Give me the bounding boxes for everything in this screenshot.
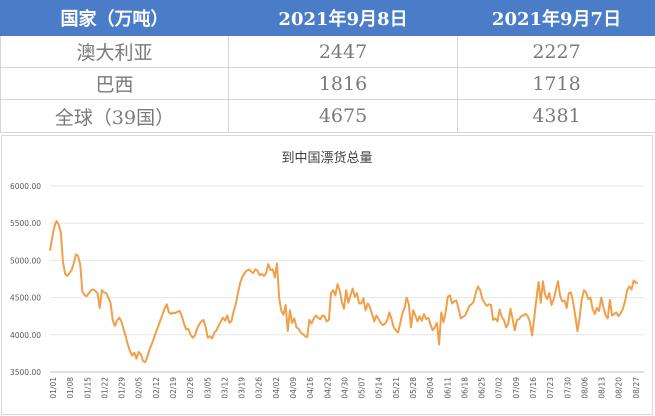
x-tick-label: 01/15 xyxy=(83,377,92,399)
x-tick-label: 06/11 xyxy=(443,377,452,399)
series-line xyxy=(49,219,638,364)
x-tick-label: 06/04 xyxy=(426,377,435,399)
x-tick-label: 03/19 xyxy=(238,377,247,399)
x-tick-label: 05/14 xyxy=(375,377,384,399)
x-tick-label: 07/30 xyxy=(563,377,572,399)
x-tick-label: 06/25 xyxy=(478,377,487,399)
x-tick-label: 07/02 xyxy=(495,377,504,399)
x-tick-label: 08/20 xyxy=(615,377,624,399)
x-tick-label: 08/27 xyxy=(632,377,641,399)
x-tick-label: 01/01 xyxy=(49,377,58,399)
table-row: 巴西 1816 1718 xyxy=(0,67,655,100)
y-tick-label: 4000.00 xyxy=(10,331,41,340)
table-row: 澳大利亚 2447 2227 xyxy=(0,35,655,68)
header-country: 国家（万吨） xyxy=(0,0,229,36)
x-tick-label: 08/13 xyxy=(598,377,607,399)
grid-lines xyxy=(50,185,644,373)
x-tick-label: 01/22 xyxy=(100,377,109,399)
x-tick-label: 04/30 xyxy=(340,377,349,399)
x-tick-label: 07/09 xyxy=(512,377,521,399)
iron-ore-shipment-table: 国家（万吨） 2021年9月8日 2021年9月7日 澳大利亚 2447 222… xyxy=(0,0,655,133)
row-value-sep8: 2447 xyxy=(228,35,458,68)
x-tick-label: 06/18 xyxy=(460,377,469,399)
header-date-sep8: 2021年9月8日 xyxy=(228,0,458,36)
row-country: 巴西 xyxy=(0,67,229,100)
x-tick-label: 02/19 xyxy=(169,377,178,399)
y-axis-ticks: 3500.00 4000.00 4500.00 5000.00 5500.00 6000.… xyxy=(10,182,41,377)
row-country: 澳大利亚 xyxy=(0,35,229,68)
y-tick-label: 6000.00 xyxy=(10,182,41,191)
x-tick-label: 05/21 xyxy=(392,377,401,399)
table-row: 全球（39国） 4675 4381 xyxy=(0,99,655,133)
x-tick-label: 03/26 xyxy=(255,377,264,399)
row-country: 全球（39国） xyxy=(0,99,229,133)
y-tick-label: 3500.00 xyxy=(10,368,41,377)
x-tick-label: 07/23 xyxy=(546,377,555,399)
x-tick-label: 02/05 xyxy=(135,377,144,399)
x-tick-label: 04/23 xyxy=(323,377,332,399)
table-header-row: 国家（万吨） 2021年9月8日 2021年9月7日 xyxy=(0,0,655,36)
x-tick-label: 07/16 xyxy=(529,377,538,399)
y-tick-label: 5500.00 xyxy=(10,219,41,228)
line-chart: 到中国漂货总量 3500.00 4000.00 4500.00 5000.00 5500… xyxy=(10,150,644,399)
x-tick-label: 05/07 xyxy=(358,377,367,399)
x-tick-label: 03/05 xyxy=(203,377,212,399)
header-date-sep7: 2021年9月7日 xyxy=(457,0,655,36)
row-value-sep8: 1816 xyxy=(228,67,458,100)
row-value-sep7: 1718 xyxy=(457,67,655,100)
chart-title: 到中国漂货总量 xyxy=(281,150,372,166)
row-value-sep8: 4675 xyxy=(228,99,458,133)
x-tick-label: 08/06 xyxy=(580,377,589,399)
x-tick-label: 01/29 xyxy=(118,377,127,399)
x-tick-label: 02/26 xyxy=(186,377,195,399)
x-tick-label: 04/09 xyxy=(289,377,298,399)
x-tick-label: 02/12 xyxy=(152,377,161,399)
chart-container: 到中国漂货总量 3500.00 4000.00 4500.00 5000.00 5500… xyxy=(1,135,653,415)
x-tick-label: 04/16 xyxy=(306,377,315,399)
x-axis-ticks: 01/01 01/08 01/15 01/22 01/29 02/05 02/12 02/19… xyxy=(49,377,641,399)
x-tick-label: 03/12 xyxy=(220,377,229,399)
row-value-sep7: 4381 xyxy=(457,99,655,133)
y-tick-label: 4500.00 xyxy=(10,294,41,303)
x-tick-label: 04/02 xyxy=(272,377,281,399)
x-tick-label: 01/08 xyxy=(66,377,75,399)
row-value-sep7: 2227 xyxy=(457,35,655,68)
y-tick-label: 5000.00 xyxy=(10,256,41,265)
x-tick-label: 05/28 xyxy=(409,377,418,399)
